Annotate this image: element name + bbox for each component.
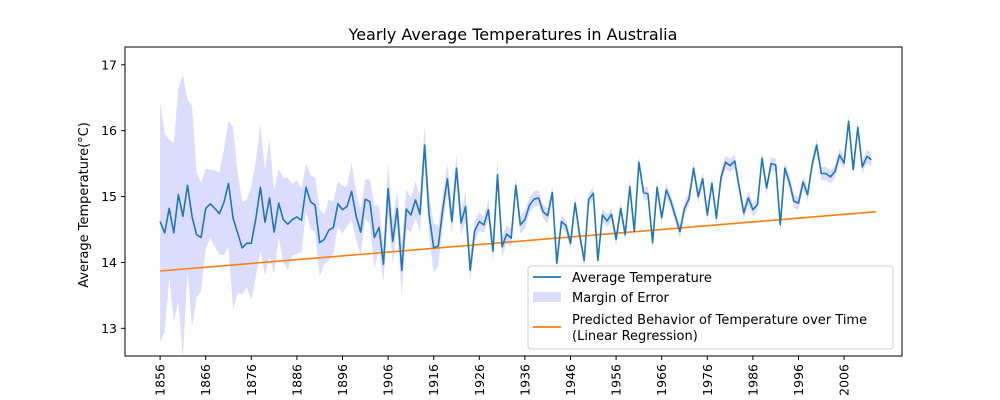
x-tick-label: 1996 xyxy=(791,364,806,396)
x-tick-label: 1916 xyxy=(426,364,441,396)
x-tick-label: 1866 xyxy=(198,364,213,396)
x-tick-label: 1976 xyxy=(700,364,715,396)
x-tick-label: 1856 xyxy=(153,364,168,396)
plot-frame xyxy=(124,46,903,357)
regression-line xyxy=(160,210,877,272)
x-tick-label: 1936 xyxy=(517,364,532,396)
y-tick-label: 16 xyxy=(101,123,117,138)
legend-swatch-margin xyxy=(533,292,561,302)
legend-label-margin: Margin of Error xyxy=(572,291,670,306)
x-tick-label: 1946 xyxy=(563,364,578,396)
y-tick-label: 17 xyxy=(101,57,117,72)
legend-label-regression: Predicted Behavior of Temperature over T… xyxy=(572,313,867,328)
legend: Average Temperature Margin of Error Pred… xyxy=(527,265,894,350)
y-tick-label: 14 xyxy=(101,255,117,270)
x-tick-label: 1926 xyxy=(472,364,487,396)
x-tick-label: 1876 xyxy=(244,364,259,396)
y-axis: 13 14 15 16 17 xyxy=(101,57,125,336)
y-tick-label: 13 xyxy=(101,321,117,336)
legend-label-regression-line2: (Linear Regression) xyxy=(572,329,698,344)
x-axis: 1856 1866 1876 1886 1896 1906 1916 1926 1936 1946… xyxy=(153,356,852,396)
legend-label-average: Average Temperature xyxy=(572,271,712,286)
x-tick-label: 1886 xyxy=(289,364,304,396)
y-tick-label: 15 xyxy=(101,189,117,204)
x-tick-label: 1906 xyxy=(381,364,396,396)
x-tick-label: 2006 xyxy=(837,364,852,396)
y-axis-label: Average Temperature(°C) xyxy=(77,122,92,288)
x-tick-label: 1966 xyxy=(654,364,669,396)
x-tick-label: 1896 xyxy=(335,364,350,396)
chart-title: Yearly Average Temperatures in Australia xyxy=(348,25,678,44)
series-lines xyxy=(159,120,877,272)
average-temperature-line xyxy=(159,120,872,272)
x-tick-label: 1956 xyxy=(609,364,624,396)
x-tick-label: 1986 xyxy=(745,364,760,396)
legend-box xyxy=(527,265,894,350)
